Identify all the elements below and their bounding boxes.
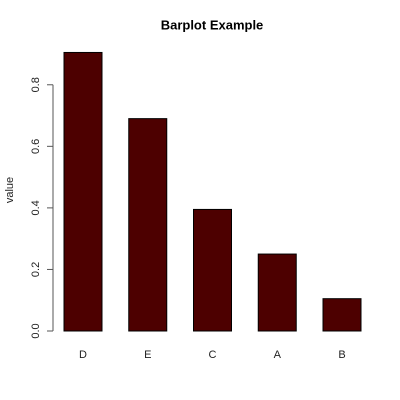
bar xyxy=(63,51,103,332)
chart-title: Barplot Example xyxy=(161,17,264,32)
x-tick-label: D xyxy=(79,349,87,361)
y-tick-label: 0.0 xyxy=(30,323,42,338)
bar xyxy=(193,208,232,332)
x-tick-label: E xyxy=(144,349,151,361)
x-tick-label: A xyxy=(274,349,282,361)
y-tick-label: 0.4 xyxy=(30,200,42,215)
y-axis-label: value xyxy=(4,177,16,203)
y-tick-label: 0.8 xyxy=(30,77,42,92)
bar xyxy=(322,298,362,332)
x-tick-label: B xyxy=(338,349,345,361)
y-tick-label: 0.2 xyxy=(30,262,42,277)
bar xyxy=(257,253,297,332)
bar xyxy=(128,118,168,332)
x-tick-label: C xyxy=(209,349,217,361)
y-tick-label: 0.6 xyxy=(30,139,42,154)
